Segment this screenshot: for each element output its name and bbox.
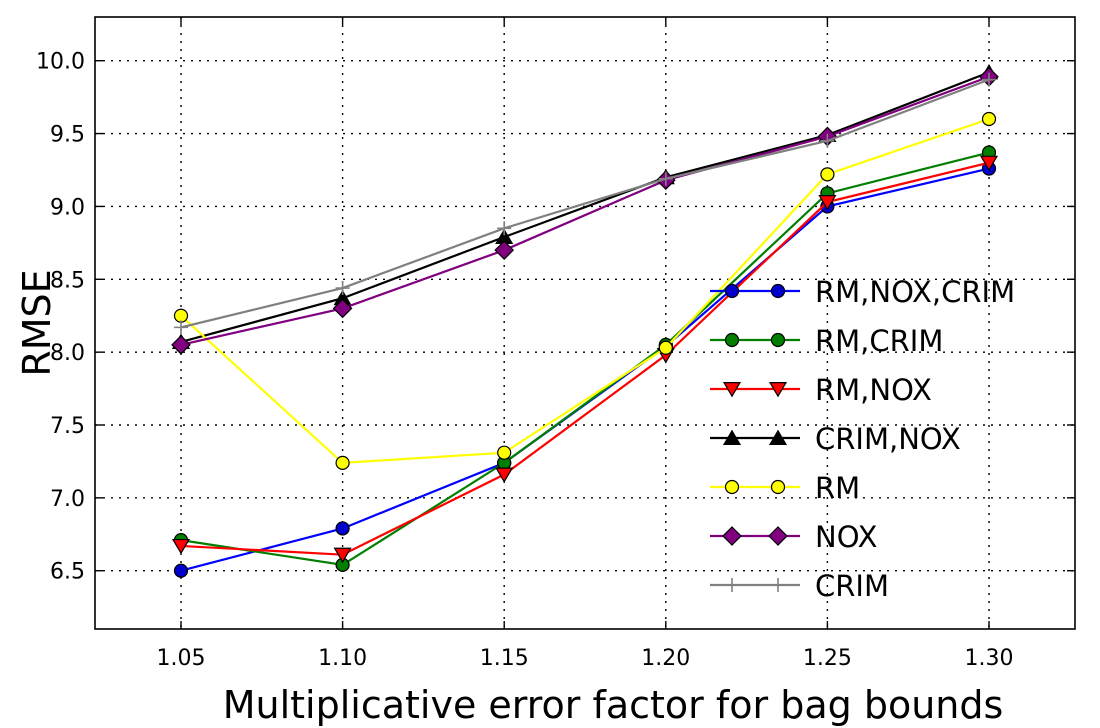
x-tick-label: 1.25: [803, 646, 852, 671]
data-point: [495, 467, 514, 483]
y-tick-label: 7.0: [50, 487, 85, 512]
y-tick-label: 8.5: [50, 268, 85, 293]
legend-label: NOX: [815, 520, 878, 554]
grid: [95, 17, 1075, 629]
legend: RM,NOX,CRIM RM,CRIM RM,NOX CRIM,NOX RM NOX CRI…: [710, 275, 1015, 603]
data-point: [494, 240, 515, 260]
data-point: [335, 455, 350, 470]
data-point: [497, 221, 512, 236]
y-tick-label: 9.5: [50, 123, 85, 148]
data-point: [332, 298, 353, 319]
legend-marker: [770, 479, 786, 495]
y-tick-label: 9.0: [50, 195, 85, 220]
series-rm-crim: [173, 145, 997, 572]
data-point: [173, 563, 189, 578]
y-tick-label: 7.5: [50, 414, 85, 439]
plot-border: [94, 16, 1076, 630]
series-lines: [171, 63, 999, 578]
legend-label: CRIM,NOX: [815, 422, 961, 456]
legend-marker: [722, 429, 742, 445]
y-tick-label: 6.5: [50, 560, 85, 585]
data-point: [981, 111, 997, 127]
series-line: [180, 167, 990, 572]
legend-entry: NOX: [710, 520, 878, 554]
series-line: [180, 71, 990, 344]
data-point: [335, 281, 350, 296]
data-point: [820, 133, 835, 148]
data-point: [174, 320, 188, 335]
data-point: [982, 72, 996, 87]
legend-label: RM,NOX,CRIM: [815, 275, 1015, 309]
legend-entry: CRIM,NOX: [710, 422, 961, 456]
legend-label: RM,CRIM: [815, 324, 943, 358]
data-point: [171, 538, 191, 555]
legend-marker: [770, 332, 786, 348]
series-line: [180, 151, 990, 567]
legend-entry: RM,NOX,CRIM: [710, 275, 1015, 309]
legend-marker: [724, 283, 740, 299]
data-point: [335, 521, 350, 536]
legend-label: RM: [815, 471, 860, 505]
data-point: [497, 445, 512, 460]
series-line: [180, 75, 990, 346]
legend-marker: [770, 283, 786, 299]
x-tick-label: 1.20: [641, 646, 690, 671]
y-tick-label: 8.0: [50, 341, 85, 366]
data-point: [820, 167, 835, 182]
y-tick-label: 10.0: [36, 50, 85, 75]
plot-frame: [94, 16, 1076, 630]
data-point: [173, 308, 189, 323]
x-tick-label: 1.30: [965, 646, 1014, 671]
legend-marker: [771, 578, 785, 592]
legend-marker: [722, 382, 742, 398]
data-point: [818, 195, 837, 211]
data-point: [658, 171, 673, 186]
axis-ticks: 1.05 1.10 1.15 1.20 1.25 1.30 6.5 7.0 7.5 8.0 8.5 9…: [36, 17, 1075, 671]
x-axis-title: Multiplicative error factor for bag boun…: [223, 683, 1004, 727]
series-rm: [173, 111, 997, 470]
series-line: [180, 78, 990, 329]
series-crim: [174, 72, 996, 335]
x-tick-label: 1.05: [157, 646, 206, 671]
legend-marker: [722, 526, 742, 546]
data-point: [979, 155, 999, 172]
x-tick-label: 1.10: [318, 646, 367, 671]
data-point: [333, 547, 352, 564]
legend-marker: [768, 382, 788, 398]
legend-marker: [724, 332, 740, 348]
legend-marker: [768, 429, 788, 445]
legend-marker: [768, 526, 788, 546]
legend-label: RM,NOX: [815, 373, 932, 407]
series-line: [180, 161, 990, 556]
legend-entry: RM: [710, 471, 860, 505]
y-axis-title: RMSE: [15, 269, 59, 376]
legend-marker: [724, 479, 740, 495]
x-tick-label: 1.15: [480, 646, 529, 671]
data-point: [171, 335, 191, 355]
legend-entry: CRIM: [710, 569, 889, 603]
legend-label: CRIM: [815, 569, 889, 603]
legend-entry: RM,CRIM: [710, 324, 943, 358]
data-point: [658, 340, 673, 355]
series-line: [180, 117, 990, 465]
legend-entry: RM,NOX: [710, 373, 932, 407]
legend-marker: [725, 578, 739, 592]
series-rm-nox-crim: [173, 161, 997, 578]
series-rm-nox: [171, 155, 999, 564]
